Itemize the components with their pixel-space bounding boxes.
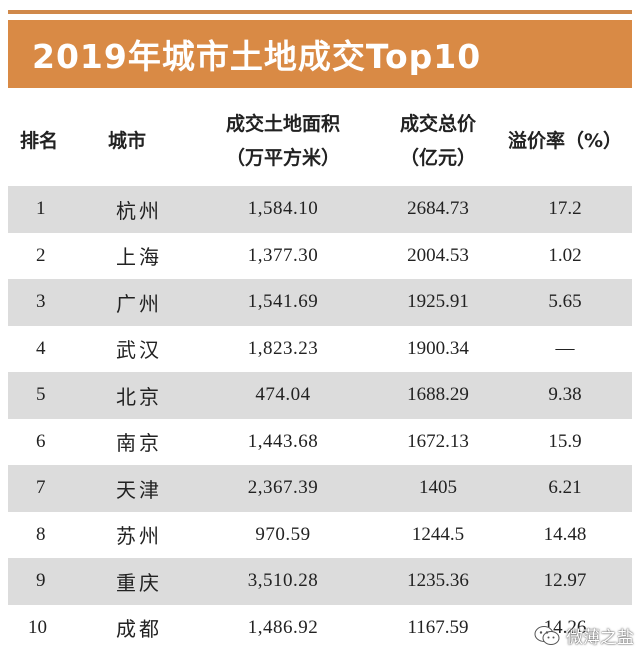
table-row: 6 南京 1,443.68 1672.13 15.9 (8, 419, 632, 466)
header-total-label-line1: 成交总价 (399, 113, 476, 135)
cell-premium: — (555, 337, 575, 359)
header-premium: 溢价率（%） (498, 100, 632, 182)
cell-premium: 17.2 (548, 198, 582, 220)
cell-city: 武汉 (116, 338, 162, 363)
cell-rank: 5 (36, 384, 46, 406)
banner-top-rule (8, 10, 632, 14)
cell-city: 上海 (116, 245, 162, 270)
cell-rank: 7 (36, 477, 46, 499)
cell-area: 1,823.23 (247, 337, 319, 359)
cell-premium: 1.02 (548, 244, 582, 266)
cell-rank: 4 (36, 337, 46, 359)
cell-city: 广州 (116, 291, 162, 316)
cell-total: 1925.91 (407, 291, 469, 313)
cell-premium: 14.48 (543, 523, 587, 545)
cell-rank: 10 (28, 616, 47, 638)
cell-total: 1235.36 (407, 570, 469, 592)
header-rank: 排名 (20, 100, 100, 182)
cell-total: 1244.5 (411, 523, 465, 545)
header-area-label-line2: （万平方米） (225, 147, 340, 169)
cell-total: 1672.13 (407, 430, 469, 452)
ranking-table: 1 杭州 1,584.10 2684.73 17.2 2 上海 1,377.30… (8, 186, 632, 651)
cell-rank: 3 (36, 291, 46, 313)
cell-city: 杭州 (116, 198, 162, 223)
cell-premium: 12.97 (543, 570, 587, 592)
header-rank-label: 排名 (20, 130, 59, 152)
cell-city: 重庆 (116, 570, 162, 595)
cell-total: 1405 (419, 477, 457, 499)
header-area: 成交土地面积 （万平方米） (208, 100, 358, 182)
table-row: 1 杭州 1,584.10 2684.73 17.2 (8, 186, 632, 233)
table-row: 5 北京 474.04 1688.29 9.38 (8, 372, 632, 419)
watermark-text: 微薄之盐 (566, 628, 634, 648)
header-city: 城市 (108, 100, 198, 182)
cell-rank: 6 (36, 430, 46, 452)
table-header: 排名 城市 成交土地面积 （万平方米） 成交总价 （亿元） 溢价率（%） (8, 100, 632, 182)
table-row: 10 成都 1,486.92 1167.59 14.26 (8, 605, 632, 652)
cell-area: 970.59 (255, 523, 311, 545)
cell-total: 2004.53 (407, 244, 469, 266)
cell-rank: 1 (36, 198, 46, 220)
header-premium-label: 溢价率（%） (507, 130, 623, 152)
cell-area: 1,584.10 (247, 198, 319, 220)
table-row: 3 广州 1,541.69 1925.91 5.65 (8, 279, 632, 326)
header-area-label-line1: 成交土地面积 (225, 113, 340, 135)
cell-area: 1,377.30 (247, 244, 319, 266)
cell-rank: 8 (36, 523, 46, 545)
cell-total: 1167.59 (407, 616, 469, 638)
table-row: 7 天津 2,367.39 1405 6.21 (8, 465, 632, 512)
cell-city: 成都 (116, 617, 162, 642)
cell-area: 3,510.28 (247, 570, 319, 592)
table-row: 2 上海 1,377.30 2004.53 1.02 (8, 233, 632, 280)
wechat-icon (534, 625, 560, 647)
cell-city: 南京 (116, 431, 162, 456)
cell-city: 北京 (116, 384, 162, 409)
cell-area: 1,443.68 (247, 430, 319, 452)
table-row: 4 武汉 1,823.23 1900.34 — (8, 326, 632, 373)
cell-area: 1,541.69 (247, 291, 319, 313)
cell-area: 1,486.92 (247, 616, 319, 638)
cell-premium: 9.38 (548, 384, 582, 406)
cell-total: 1900.34 (407, 337, 469, 359)
page-title: 2019年城市土地成交Top10 (32, 37, 482, 76)
table-row: 8 苏州 970.59 1244.5 14.48 (8, 512, 632, 559)
cell-total: 1688.29 (407, 384, 469, 406)
cell-rank: 9 (36, 570, 46, 592)
title-banner: 2019年城市土地成交Top10 (8, 20, 632, 88)
cell-premium: 15.9 (548, 430, 582, 452)
header-total-label-line2: （亿元） (399, 147, 476, 169)
watermark: 微薄之盐 (534, 623, 634, 648)
cell-area: 474.04 (255, 384, 311, 406)
cell-premium: 6.21 (548, 477, 582, 499)
table-row: 9 重庆 3,510.28 1235.36 12.97 (8, 558, 632, 605)
header-city-label: 城市 (108, 130, 147, 152)
cell-city: 苏州 (116, 524, 162, 549)
cell-premium: 5.65 (548, 291, 582, 313)
cell-area: 2,367.39 (247, 477, 319, 499)
cell-total: 2684.73 (407, 198, 469, 220)
cell-rank: 2 (36, 244, 46, 266)
header-total: 成交总价 （亿元） (368, 100, 508, 182)
cell-city: 天津 (116, 477, 162, 502)
